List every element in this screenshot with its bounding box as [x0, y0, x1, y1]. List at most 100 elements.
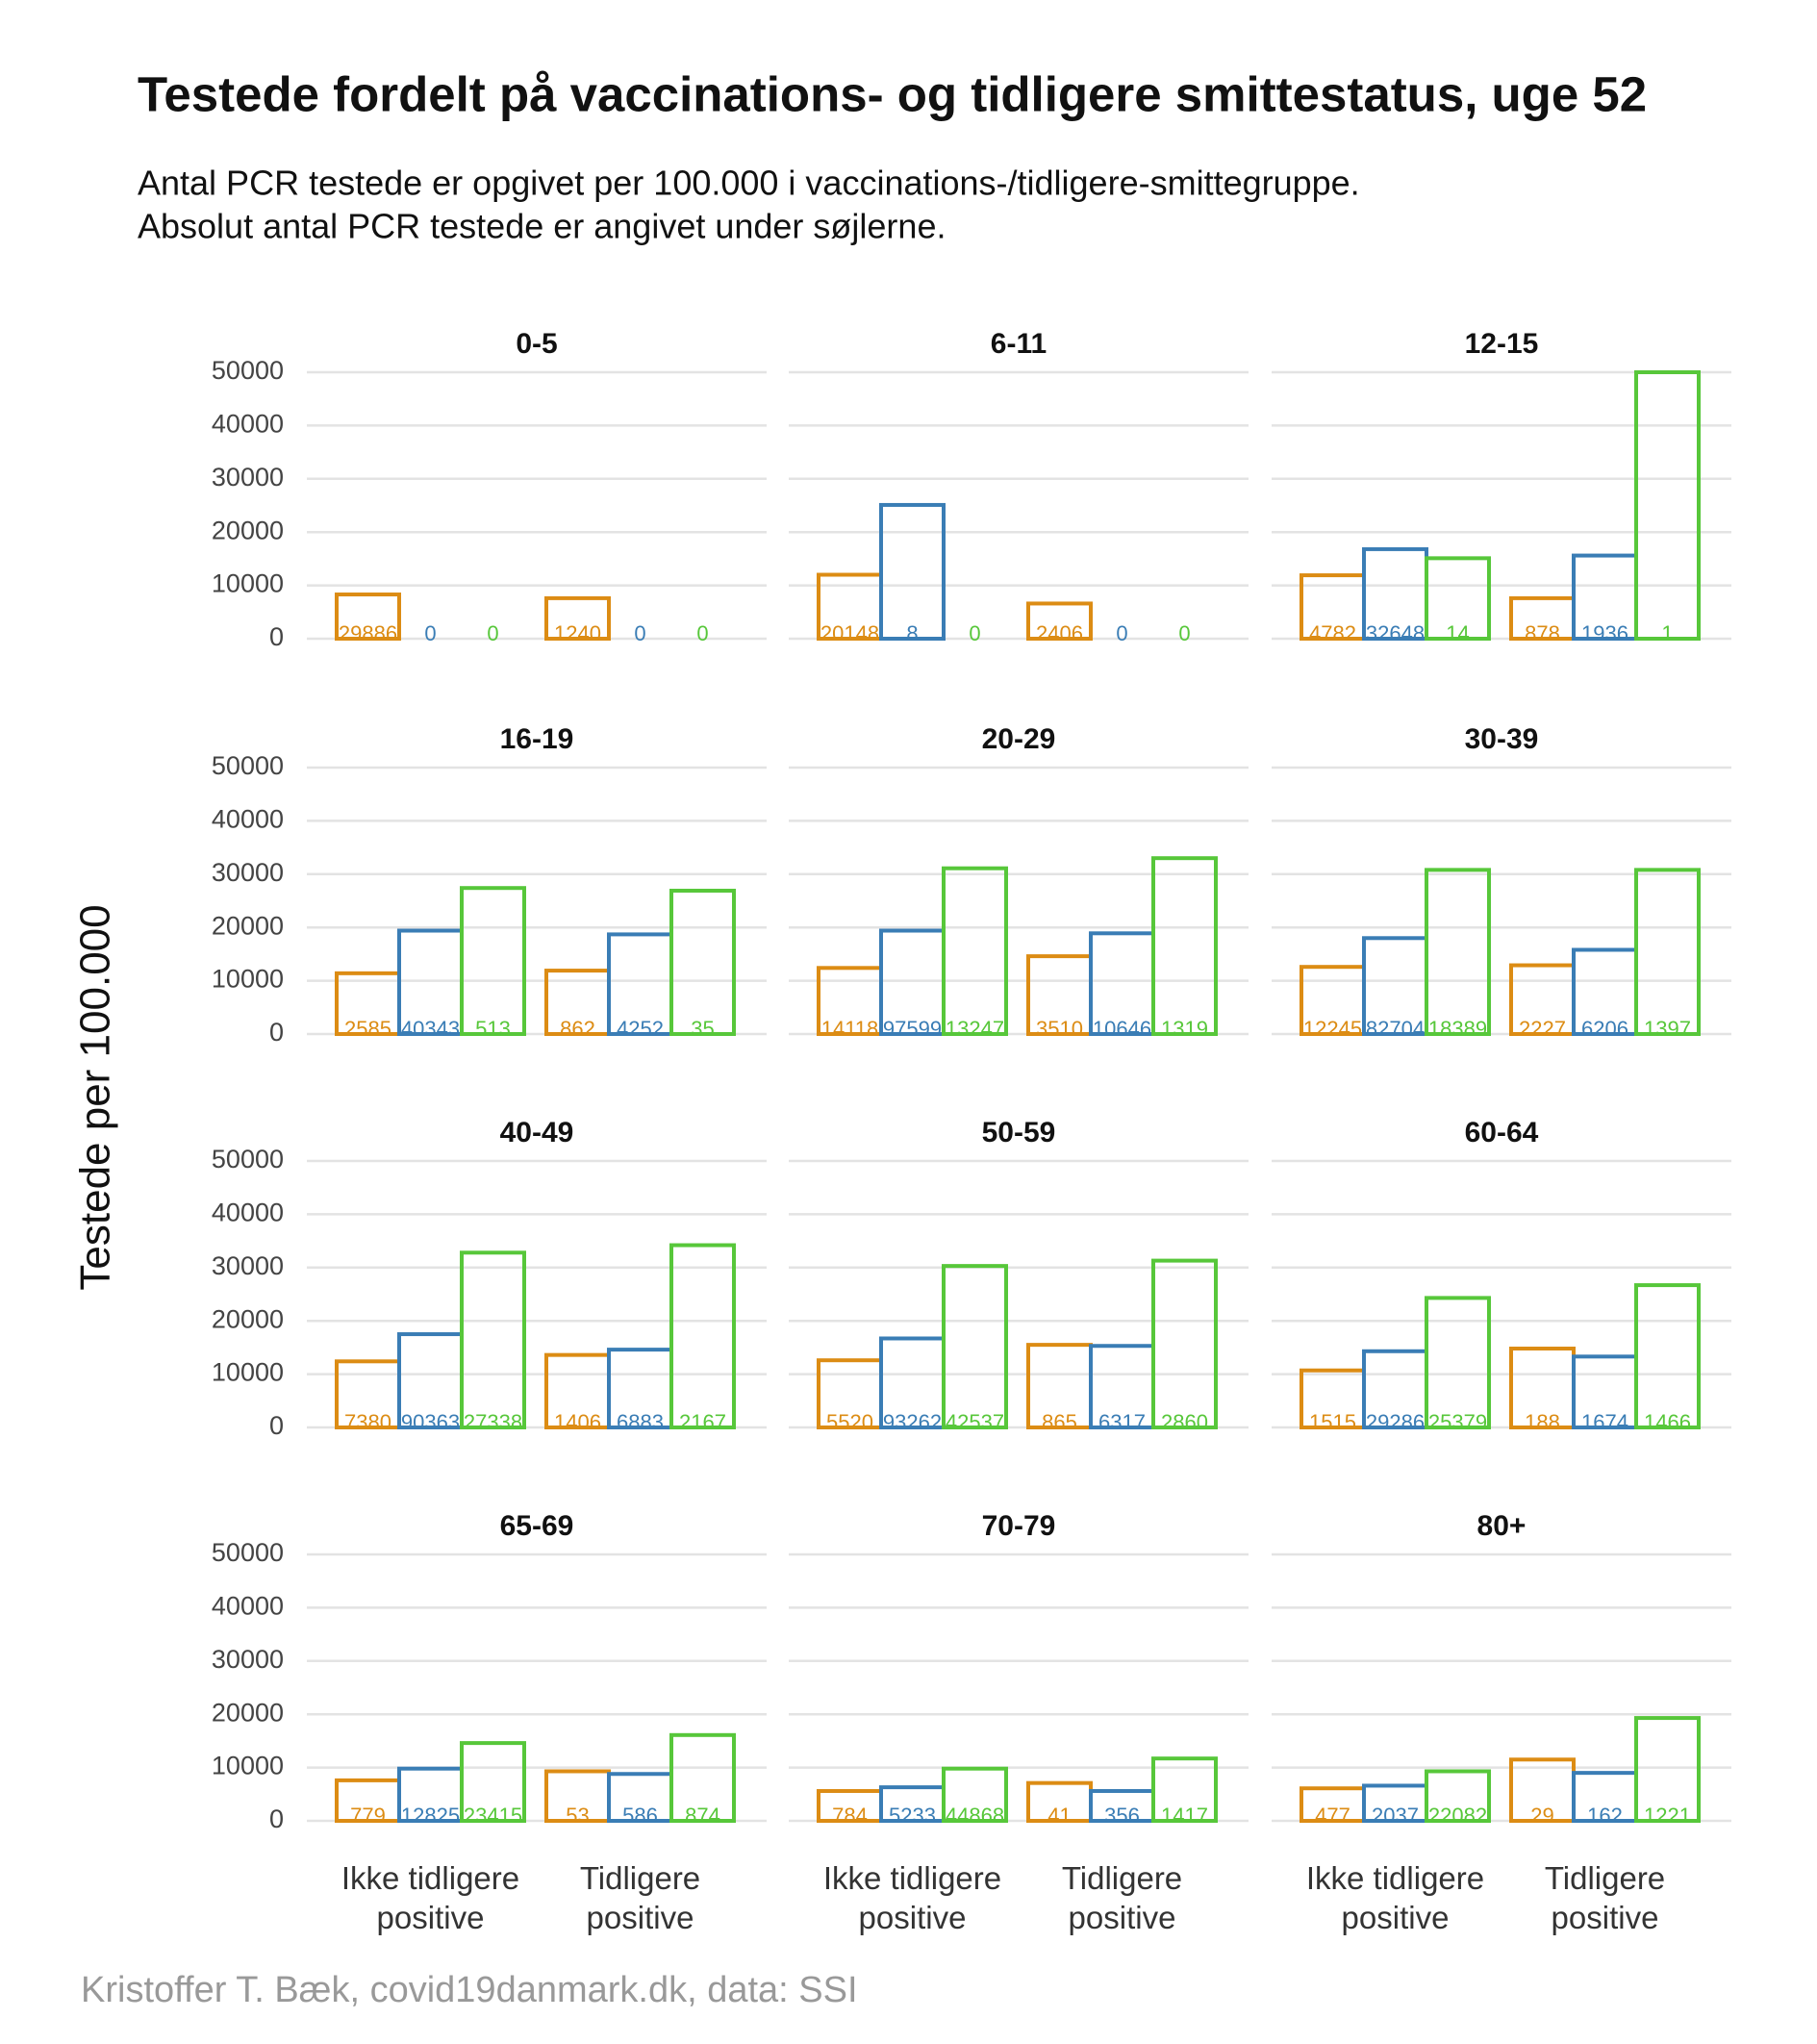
count-label: 2406 [1036, 621, 1083, 645]
count-label: 1466 [1644, 1410, 1691, 1434]
x-tick-label: Tidligere positive [1061, 1860, 1183, 1935]
count-label: 1674 [1581, 1410, 1628, 1434]
count-label: 42537 [946, 1410, 1004, 1434]
count-label: 29886 [339, 621, 397, 645]
count-label: 188 [1525, 1410, 1560, 1434]
count-label: 2037 [1372, 1804, 1419, 1828]
count-label: 29286 [1366, 1410, 1425, 1434]
count-label: 1417 [1161, 1804, 1208, 1828]
count-label: 12825 [401, 1804, 460, 1828]
bar [1425, 1296, 1491, 1430]
count-label: 90363 [401, 1410, 460, 1434]
count-label: 862 [560, 1017, 595, 1041]
bar [1151, 1258, 1218, 1430]
panel-title: 65-69 [500, 1510, 574, 1542]
panel-title: 80+ [1477, 1510, 1527, 1542]
y-tick-label: 30000 [212, 463, 284, 492]
count-label: 40343 [401, 1017, 460, 1041]
y-tick-label: 20000 [212, 911, 284, 940]
y-tick-label: 0 [269, 1411, 284, 1440]
y-tick-label: 50000 [212, 1538, 284, 1567]
count-label: 10646 [1093, 1017, 1151, 1041]
count-label: 41 [1047, 1804, 1071, 1828]
count-label: 18389 [1428, 1017, 1487, 1041]
count-label: 27338 [464, 1410, 522, 1434]
bar [669, 1732, 736, 1824]
bar [1634, 1283, 1701, 1430]
count-label: 784 [832, 1804, 868, 1828]
y-tick-label: 20000 [212, 516, 284, 544]
y-tick-label: 20000 [212, 1304, 284, 1333]
count-label: 865 [1042, 1410, 1077, 1434]
count-label: 1319 [1161, 1017, 1208, 1041]
y-tick-label: 40000 [212, 410, 284, 439]
count-label: 513 [475, 1017, 511, 1041]
count-label: 14 [1446, 621, 1469, 645]
count-label: 1 [1661, 621, 1673, 645]
panel-title: 50-59 [982, 1117, 1056, 1148]
count-label: 20148 [820, 621, 879, 645]
count-label: 44868 [946, 1804, 1004, 1828]
count-label: 6317 [1098, 1410, 1146, 1434]
panel-title: 60-64 [1465, 1117, 1539, 1148]
y-tick-label: 10000 [212, 1358, 284, 1387]
count-label: 0 [1116, 621, 1127, 645]
y-tick-label: 50000 [212, 1145, 284, 1173]
bar [942, 1766, 1008, 1824]
count-label: 1406 [554, 1410, 601, 1434]
count-label: 1515 [1309, 1410, 1356, 1434]
count-label: 0 [696, 621, 708, 645]
count-label: 162 [1587, 1804, 1623, 1828]
bar [1425, 1769, 1491, 1824]
y-tick-label: 10000 [212, 965, 284, 994]
panel-title: 6-11 [991, 328, 1047, 360]
count-label: 3510 [1036, 1017, 1083, 1041]
bar [1634, 370, 1701, 641]
count-label: 25379 [1428, 1410, 1487, 1434]
y-tick-label: 30000 [212, 1645, 284, 1674]
y-tick-label: 30000 [212, 858, 284, 887]
y-tick-label: 50000 [212, 356, 284, 385]
y-tick-label: 20000 [212, 1698, 284, 1727]
panel-title: 20-29 [982, 723, 1056, 755]
count-label: 4782 [1309, 621, 1356, 645]
count-label: 0 [969, 621, 980, 645]
subtitle: Antal PCR testede er opgivet per 100.000… [138, 164, 1360, 203]
bar [1425, 556, 1491, 642]
count-label: 29 [1530, 1804, 1553, 1828]
count-label: 53 [566, 1804, 589, 1828]
count-label: 5520 [826, 1410, 873, 1434]
bar [1151, 1756, 1218, 1824]
count-label: 477 [1315, 1804, 1350, 1828]
bar [460, 1250, 526, 1429]
count-label: 1397 [1644, 1017, 1691, 1041]
count-label: 97599 [883, 1017, 942, 1041]
x-tick-label: Tidligere positive [579, 1860, 701, 1935]
y-tick-label: 0 [269, 1018, 284, 1047]
count-label: 8 [906, 621, 918, 645]
chart-title: Testede fordelt på vaccinations- og tidl… [138, 66, 1647, 121]
bar [1634, 868, 1701, 1036]
count-label: 7380 [344, 1410, 391, 1434]
panel-title: 30-39 [1465, 723, 1539, 755]
count-label: 2860 [1161, 1410, 1208, 1434]
bar [544, 595, 611, 641]
count-label: 32648 [1366, 621, 1425, 645]
count-label: 14118 [821, 1017, 879, 1041]
count-label: 93262 [883, 1410, 942, 1434]
bar [942, 866, 1008, 1036]
bar [1425, 868, 1491, 1036]
subtitle: Absolut antal PCR testede er angivet und… [138, 207, 946, 246]
panel-title: 16-19 [500, 723, 574, 755]
bar [669, 1243, 736, 1429]
bar [879, 502, 946, 641]
y-tick-label: 10000 [212, 569, 284, 598]
count-label: 12245 [1303, 1017, 1362, 1041]
count-label: 4252 [617, 1017, 664, 1041]
y-tick-label: 40000 [212, 805, 284, 834]
caption: Kristoffer T. Bæk, covid19danmark.dk, da… [81, 1970, 858, 2010]
y-tick-label: 10000 [212, 1752, 284, 1780]
count-label: 1221 [1644, 1804, 1691, 1828]
bar [1151, 856, 1218, 1036]
